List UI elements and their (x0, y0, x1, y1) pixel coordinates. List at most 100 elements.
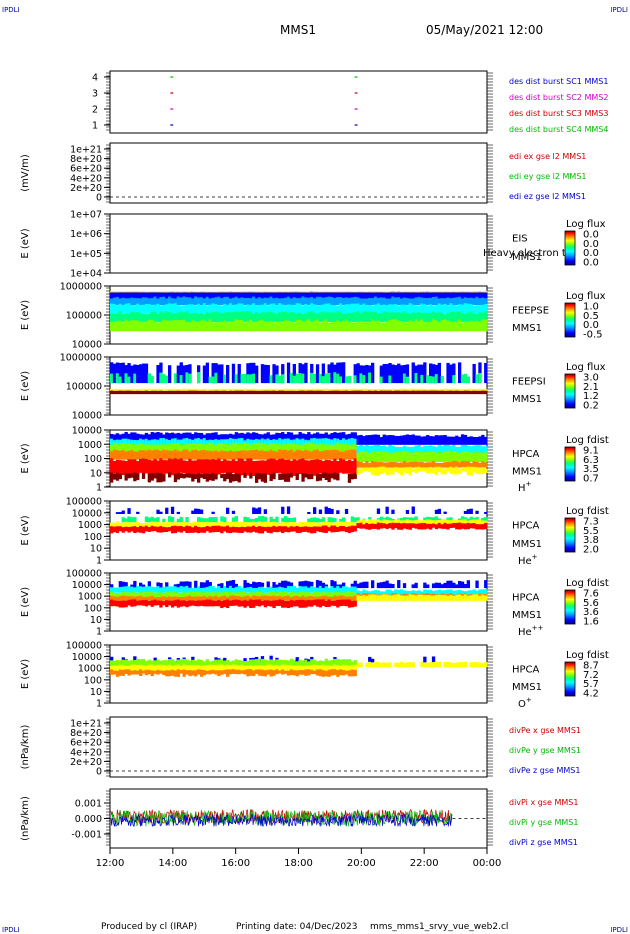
spectrogram-cell (260, 438, 265, 448)
spectrogram-cell (179, 458, 183, 473)
spectrogram-cell (443, 388, 447, 391)
spectrogram-cell (388, 445, 392, 454)
spectrogram-cell (121, 449, 125, 460)
spectrogram-cell (443, 511, 447, 514)
spectrogram-cell (179, 311, 183, 322)
spectrogram-cell (281, 517, 285, 523)
spectrogram-cell (420, 390, 424, 395)
species-label: He++ (518, 624, 544, 638)
spectrogram-cell (185, 291, 189, 293)
spectrogram-cell (165, 591, 169, 598)
spectrogram-cell (417, 445, 421, 454)
spectrogram-cell (376, 451, 381, 462)
spectrogram-cell (220, 291, 224, 299)
spectrogram-cell (249, 311, 253, 322)
spectrogram-cell (327, 303, 331, 314)
spectrogram-cell (310, 321, 314, 332)
spectrogram-cell (112, 434, 117, 443)
spectrogram-cell (342, 659, 346, 666)
spectrogram-cell (321, 311, 325, 322)
spectrogram-cell (330, 291, 334, 299)
spectrogram-cell (139, 586, 143, 593)
spectrogram-cell (170, 522, 175, 527)
spectrogram-cell (365, 450, 369, 462)
spectrogram-cell (124, 313, 128, 322)
spectrogram-cell (330, 508, 334, 514)
species-charge: + (532, 553, 538, 561)
spectrogram-cell (440, 468, 444, 475)
spectrogram-cell (292, 322, 296, 332)
spectrogram-cell (397, 297, 401, 306)
spectrogram-cell (110, 362, 114, 384)
spectrogram-cell (263, 600, 267, 608)
spectrogram-cell (220, 583, 224, 589)
spectrogram-cell (176, 439, 180, 448)
spectrogram-cell (379, 388, 383, 391)
spectrogram-cell (429, 462, 433, 468)
spectrogram-cell (147, 291, 151, 293)
spectrogram-cell (197, 600, 201, 607)
spectrogram-cell (478, 445, 482, 454)
spectrogram-cell (458, 291, 462, 293)
spectrogram-cell (211, 596, 215, 601)
spectrogram-cell (379, 313, 383, 322)
spectrogram-cell (220, 659, 224, 666)
spectrogram-cell (286, 320, 291, 332)
spectrogram-cell (458, 304, 462, 314)
spectrogram-cell (429, 467, 433, 473)
spectrogram-cell (127, 660, 131, 666)
spectrogram-cell (336, 320, 340, 332)
spectrogram-cell (440, 452, 444, 462)
spectrogram-cell (211, 376, 215, 384)
spectrogram-cell (272, 291, 276, 293)
spectrogram-cell (159, 592, 163, 598)
spectrogram-cell (110, 660, 114, 666)
spectrogram-cell (373, 594, 378, 601)
spectrogram-cell (405, 595, 410, 601)
spectrogram-cell (127, 586, 131, 593)
spectrogram-cell (208, 526, 212, 533)
spectrogram-cell (173, 449, 178, 460)
spectrogram-cell (330, 296, 334, 306)
spectrogram-cell (373, 450, 378, 462)
spectrogram-cell (278, 375, 282, 384)
spectrogram-cell (269, 311, 273, 322)
spectrogram-cell (385, 390, 389, 395)
spectrogram-cell (298, 665, 302, 671)
spectrogram-cell (124, 592, 128, 598)
spectrogram-cell (141, 304, 146, 314)
spectrogram-cell (278, 522, 282, 527)
spectrogram-cell (255, 449, 259, 460)
spectrogram-cell (353, 522, 357, 527)
spectrogram-cell (275, 451, 279, 460)
spectrogram-cell (214, 372, 218, 384)
spectrogram-cell (362, 311, 366, 322)
spectrogram-cell (362, 446, 366, 454)
spectrogram-cell (284, 388, 288, 391)
spectrogram-cell (246, 517, 250, 523)
spectrogram-cell (188, 595, 192, 601)
spectrogram-cell (194, 670, 198, 677)
spectrogram-cell (263, 389, 267, 391)
x-tick-label: 00:00 (473, 858, 502, 869)
spectrogram-cell (350, 432, 354, 443)
spectrogram-cell (469, 446, 473, 454)
spectrogram-cell (170, 291, 175, 293)
spectrogram-cell (437, 522, 441, 529)
spectrogram-cell (336, 442, 340, 453)
spectrogram-cell (440, 590, 444, 596)
spectrogram-cell (411, 291, 415, 299)
y-tick-label: 1e+05 (70, 249, 102, 260)
spectrogram-cell (385, 446, 389, 454)
spectrogram-cell (362, 436, 366, 445)
spectrogram-cell (362, 451, 366, 462)
spectrogram-cell (379, 516, 383, 523)
spectrogram-cell (397, 594, 401, 601)
spectrogram-cell (318, 660, 323, 666)
spectrogram-cell (321, 433, 325, 443)
spectrogram-cell (330, 592, 334, 598)
spectrogram-cell (402, 291, 407, 293)
spectrogram-cell (197, 388, 201, 391)
spectrogram-cell (205, 518, 209, 523)
spectrogram-cell (478, 291, 482, 293)
